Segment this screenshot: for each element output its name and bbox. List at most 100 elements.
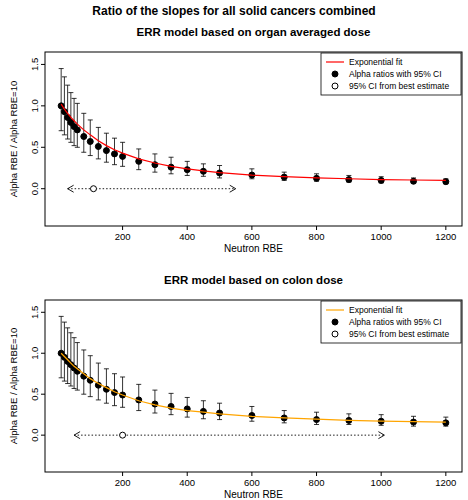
- error-bar-cap: [96, 363, 101, 364]
- error-bar: [59, 316, 64, 377]
- ci-arrow: [74, 432, 384, 439]
- x-tick-label: 1200: [435, 231, 456, 242]
- error-bar-cap: [201, 163, 206, 164]
- error-bar: [314, 412, 319, 424]
- error-bar-cap: [152, 413, 157, 414]
- legend-label: 95% CI from best estimate: [349, 329, 449, 339]
- data-area: [58, 316, 449, 438]
- error-bar-cap: [65, 383, 70, 384]
- data-point: [74, 127, 80, 133]
- error-bar-cap: [112, 164, 117, 165]
- error-bar-cap: [72, 337, 77, 338]
- y-axis-label: Alpha RBE / Alpha RBE=10: [8, 328, 19, 444]
- x-tick-label: 600: [244, 231, 260, 242]
- legend-label: Alpha ratios with 95% CI: [349, 69, 442, 79]
- y-tick: [41, 64, 45, 65]
- error-bar-cap: [62, 134, 67, 135]
- error-bar: [443, 179, 448, 184]
- x-tick-label: 1000: [371, 477, 392, 488]
- error-bar-stem: [90, 356, 91, 397]
- error-bar: [217, 403, 222, 419]
- error-bar-cap: [169, 393, 174, 394]
- y-tick-label: 0.5: [29, 141, 40, 154]
- x-tick-label: 600: [244, 477, 260, 488]
- x-tick: [187, 472, 188, 476]
- arrow-head: [378, 432, 384, 439]
- error-bar-cap: [88, 396, 93, 397]
- error-bar-cap: [217, 165, 222, 166]
- error-bar-cap: [185, 175, 190, 176]
- y-axis-label: Alpha RBE / Alpha RBE=10: [8, 81, 19, 197]
- error-bar-cap: [62, 381, 67, 382]
- error-bar-cap: [249, 421, 254, 422]
- error-bar-cap: [282, 410, 287, 411]
- data-point: [87, 138, 93, 144]
- legend-label: Exponential fit: [349, 305, 403, 315]
- y-tick: [41, 435, 45, 436]
- error-bar-cap: [81, 152, 86, 153]
- error-bar-cap: [75, 103, 80, 104]
- x-axis-label: Neutron RBE: [224, 243, 283, 254]
- error-bar-stem: [83, 113, 84, 152]
- error-bar-cap: [96, 399, 101, 400]
- error-bar-cap: [120, 142, 125, 143]
- error-bar-cap: [104, 162, 109, 163]
- figure-title: Ratio of the slopes for all solid cancer…: [92, 4, 375, 18]
- error-bar-cap: [72, 145, 77, 146]
- error-bar-cap: [120, 166, 125, 167]
- x-tick-label: 1200: [435, 477, 456, 488]
- x-tick-label: 400: [179, 231, 195, 242]
- error-bar-cap: [217, 177, 222, 178]
- legend-swatch: [326, 61, 344, 62]
- legend-label: Alpha ratios with 95% CI: [349, 317, 442, 327]
- x-tick-label: 200: [115, 231, 131, 242]
- data-point: [81, 134, 87, 140]
- x-tick-label: 800: [309, 477, 325, 488]
- error-bar-cap: [72, 388, 77, 389]
- error-bar-cap: [249, 406, 254, 407]
- data-point: [411, 178, 417, 184]
- error-bar-cap: [217, 419, 222, 420]
- y-tick: [41, 394, 45, 395]
- error-bar-cap: [136, 169, 141, 170]
- x-tick: [187, 226, 188, 230]
- error-bar-cap: [65, 139, 70, 140]
- x-tick: [122, 472, 123, 476]
- error-bar: [112, 374, 117, 406]
- arrow-head: [68, 185, 74, 192]
- error-bar-cap: [75, 147, 80, 148]
- y-tick: [41, 312, 45, 313]
- error-bar-cap: [314, 173, 319, 174]
- best-estimate: [90, 186, 96, 192]
- x-tick: [381, 226, 382, 230]
- y-tick-label: 1.0: [29, 99, 40, 112]
- panel: ERR model based on colon dose20040060080…: [8, 274, 462, 500]
- error-bar: [152, 390, 157, 413]
- error-bar-cap: [185, 397, 190, 398]
- error-bar: [379, 415, 384, 426]
- error-bar: [104, 369, 109, 403]
- error-bar: [169, 393, 174, 414]
- error-bar-cap: [75, 342, 80, 343]
- data-point: [95, 143, 101, 149]
- error-bar-cap: [72, 98, 77, 99]
- data-point: [103, 148, 109, 154]
- error-bar-cap: [112, 138, 117, 139]
- error-bar-stem: [61, 316, 62, 377]
- error-bar-cap: [314, 412, 319, 413]
- y-tick: [41, 353, 45, 354]
- error-bar-cap: [68, 386, 73, 387]
- legend-swatch: [332, 83, 338, 89]
- error-bar: [185, 397, 190, 417]
- error-bar-cap: [59, 68, 64, 69]
- x-tick: [445, 472, 446, 476]
- x-tick: [316, 472, 317, 476]
- x-tick-label: 400: [179, 477, 195, 488]
- y-tick: [41, 188, 45, 189]
- error-bar-cap: [152, 390, 157, 391]
- legend-swatch: [332, 319, 338, 325]
- error-bar: [96, 363, 101, 400]
- error-bar-cap: [59, 130, 64, 131]
- arrow-head: [74, 432, 80, 439]
- error-bar-cap: [185, 161, 190, 162]
